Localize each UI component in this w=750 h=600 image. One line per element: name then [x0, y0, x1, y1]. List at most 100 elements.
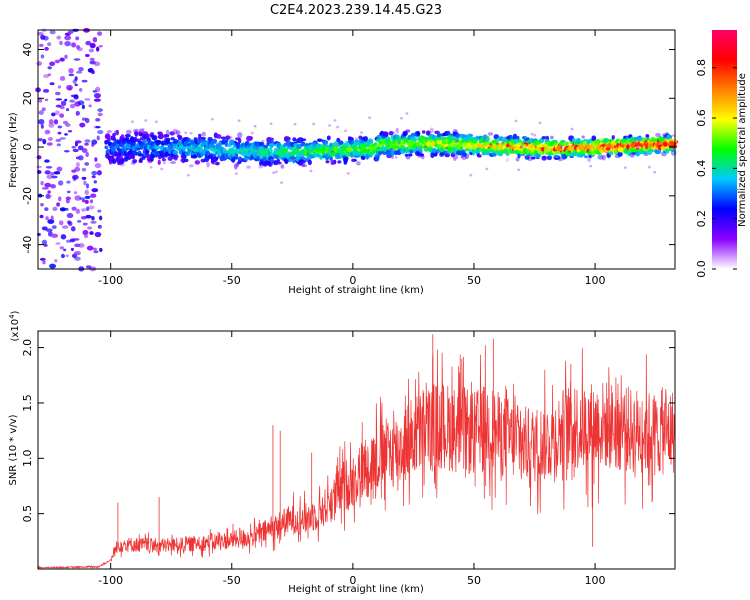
spectrogram-cell	[50, 215, 54, 221]
spectrogram-cell	[378, 150, 383, 155]
y-tick-label: -20	[21, 187, 34, 205]
spectrogram-cell	[341, 151, 346, 157]
spectrogram-cell	[116, 148, 123, 152]
spectrogram-cell	[84, 195, 91, 199]
spectrogram-cell	[61, 225, 69, 229]
spectrogram-cell	[389, 147, 393, 151]
spectrogram-cell	[439, 147, 444, 153]
spectrogram-cell	[81, 104, 85, 110]
spectrogram-cell	[161, 152, 165, 159]
spectrogram-cell	[351, 158, 358, 163]
spectrogram-cell	[660, 145, 667, 151]
spectrogram-cell	[515, 157, 520, 162]
spectrogram-cell	[46, 174, 53, 180]
spectrogram-cell	[161, 158, 166, 162]
spectrogram-cell	[326, 135, 331, 141]
spectrogram-cell	[461, 152, 467, 157]
spectrogram-cell	[91, 170, 98, 176]
spectrogram-cell	[99, 247, 103, 252]
spectrogram-cell	[607, 142, 612, 149]
spectrogram-cell	[410, 132, 416, 138]
spectrogram-cell	[104, 139, 109, 145]
spectrogram-cell	[382, 131, 389, 137]
spectrogram-cell	[354, 137, 358, 140]
spectrogram-cell	[55, 138, 62, 143]
spectrogram-cell	[78, 243, 85, 248]
spectrogram-cell	[589, 164, 593, 168]
spectrogram-cell	[44, 129, 51, 135]
spectrogram-cell	[400, 116, 404, 120]
spectrogram-cell	[565, 141, 570, 147]
spectrogram-cell	[358, 135, 363, 140]
spectrogram-cell	[52, 206, 58, 211]
spectrogram-cell	[553, 154, 560, 159]
x-tick-label: -100	[98, 574, 123, 587]
spectrogram-cell	[60, 100, 67, 107]
spectrogram-cell	[65, 107, 70, 112]
spectrogram-cell	[172, 154, 179, 159]
spectrogram-cell	[522, 154, 526, 157]
spectrogram-cell	[431, 147, 437, 154]
spectrogram-cell	[131, 154, 136, 160]
spectrogram-cell	[59, 105, 65, 110]
spectrogram-cell	[285, 136, 290, 140]
x-tick-label: 0	[349, 574, 356, 587]
spectrogram-cell	[71, 42, 77, 48]
spectrogram-cell	[274, 170, 278, 174]
spectrogram-cell	[98, 215, 103, 221]
spectrogram-cell	[169, 131, 175, 136]
spectrogram-cell	[637, 144, 641, 147]
spectrogram-cell	[235, 142, 241, 148]
spectrogram-cell	[246, 165, 251, 169]
spectrogram-cell	[158, 133, 164, 140]
spectrogram-cell	[192, 154, 198, 159]
spectrogram-cell	[250, 131, 254, 135]
spectrogram-cell	[662, 141, 668, 147]
spectrogram-cell	[338, 143, 342, 147]
spectrogram-cell	[157, 131, 162, 135]
spectrogram-cell	[405, 112, 409, 115]
spectrogram-cell	[237, 131, 243, 138]
spectrogram-cell	[36, 155, 42, 160]
spectrogram-cell	[459, 146, 464, 151]
spectrogram-cell	[45, 165, 53, 169]
spectrogram-cell	[188, 164, 194, 168]
spectrogram-cell	[276, 161, 282, 165]
spectrogram-cell	[64, 133, 68, 136]
spectrogram-cell	[37, 31, 44, 36]
spectrogram-ticks: -100 -50 0 50 100 -40 -20 0 20 40	[21, 30, 675, 287]
spectrogram-cell	[360, 155, 366, 161]
spectrogram-cell	[517, 168, 521, 172]
spectrogram-cell	[75, 161, 80, 168]
spectrogram-cell	[224, 156, 228, 159]
spectrogram-cell	[476, 154, 482, 158]
spectrogram-cell	[349, 141, 354, 145]
spectrogram-cell	[665, 148, 670, 154]
spectrogram-cell	[571, 137, 576, 143]
spectrogram-cell	[210, 117, 214, 121]
spectrogram-cell	[82, 222, 88, 226]
spectrogram-cell	[77, 219, 82, 223]
colorbar-tick-label: 0.6	[695, 109, 708, 127]
spectrogram-cell	[394, 156, 398, 159]
spectrogram-cell	[436, 139, 442, 145]
x-tick-label: 50	[467, 274, 481, 287]
spectrogram-cell	[198, 133, 202, 138]
spectrogram-cell	[114, 144, 121, 148]
spectrogram-cell	[74, 140, 82, 144]
spectrogram-cell	[50, 184, 57, 189]
spectrogram-cell	[452, 154, 459, 160]
spectrogram-cell	[66, 180, 71, 184]
spectrogram-cell	[139, 136, 145, 141]
spectrogram-cell	[223, 139, 229, 143]
spectrogram-cell	[64, 54, 68, 59]
spectrogram-cell	[234, 152, 239, 159]
colorbar-tick-label: 0.2	[695, 210, 708, 228]
spectrogram-cell	[106, 138, 111, 142]
spectrogram-cell	[94, 157, 98, 162]
spectrogram-cell	[281, 148, 288, 154]
snr-panel: -100 -50 0 50 100 0.5 1.0 1.5 2.0 Height of stra…	[8, 310, 676, 595]
spectrogram-cell	[363, 136, 369, 142]
spectrogram-cell	[178, 150, 183, 154]
